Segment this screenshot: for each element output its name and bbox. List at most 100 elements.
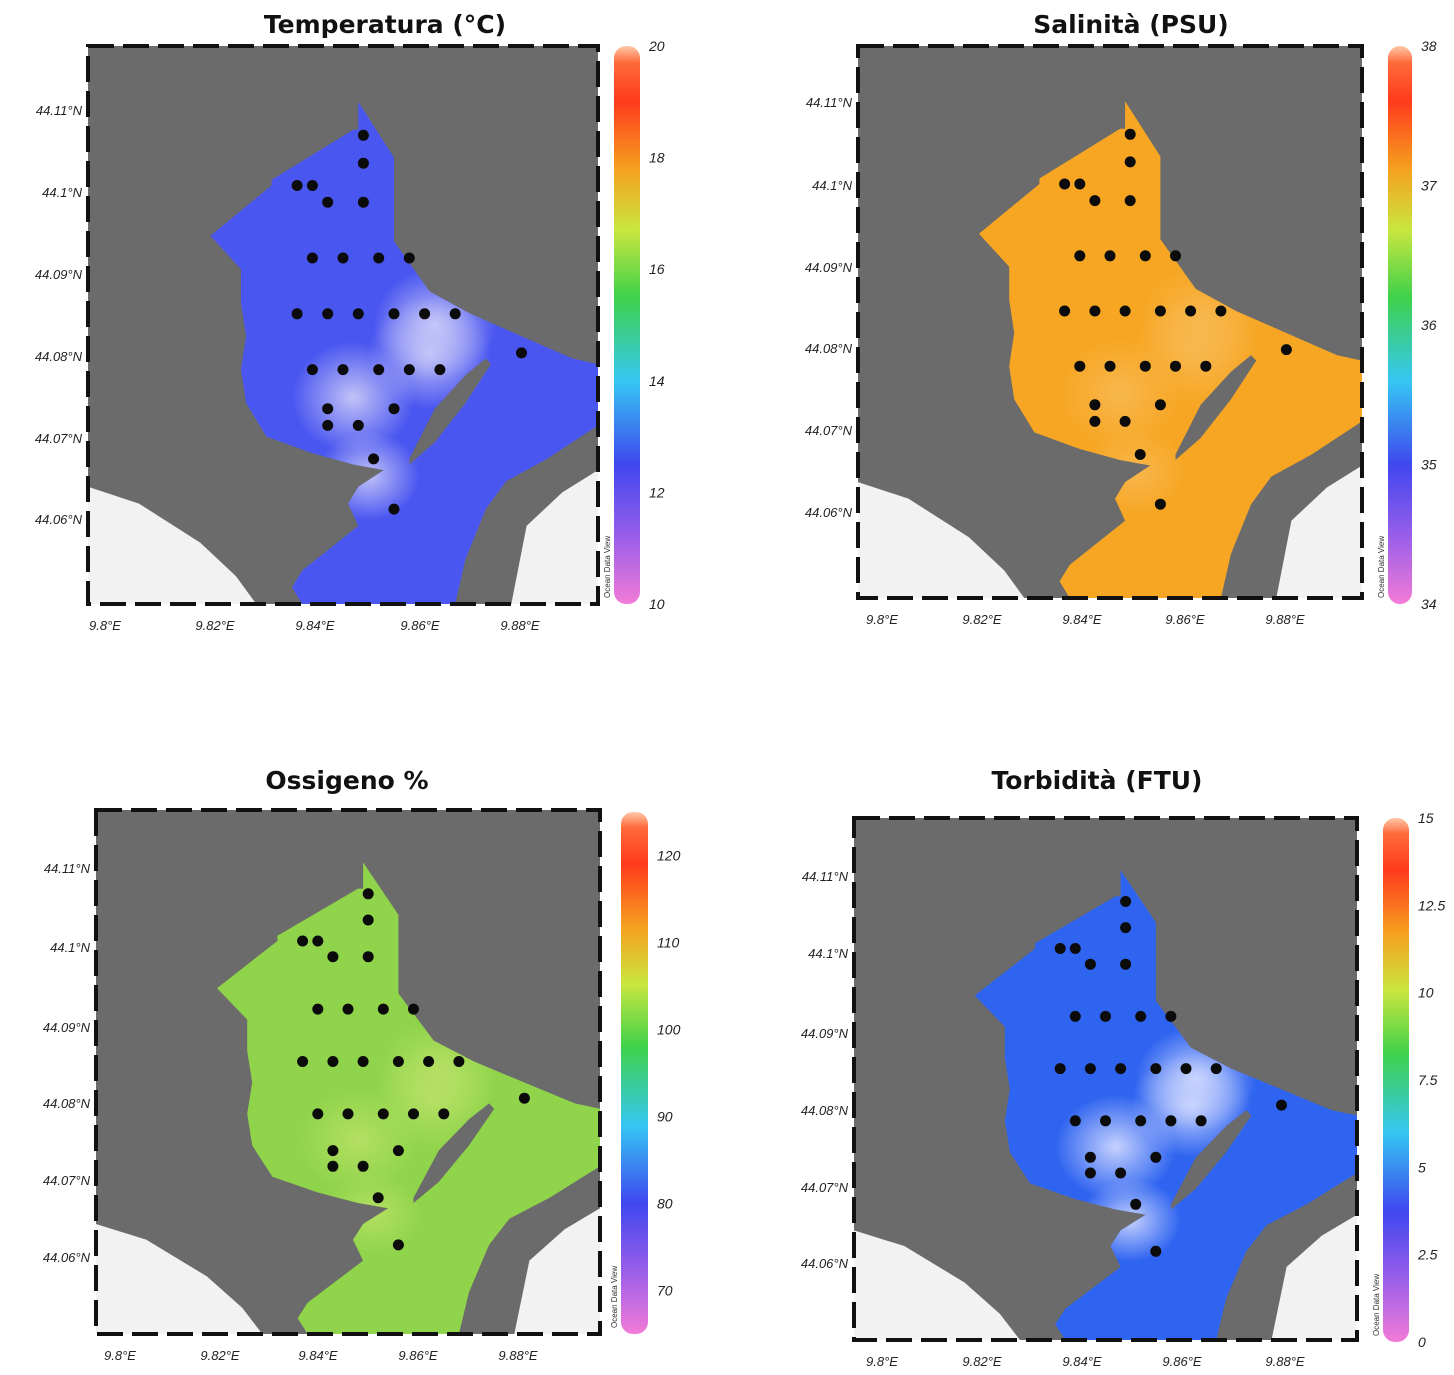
station-point bbox=[1280, 344, 1292, 356]
lon-tick-label: 9.82°E bbox=[962, 1354, 1002, 1369]
lat-tick-label: 44.09°N bbox=[805, 260, 853, 275]
station-point bbox=[1130, 1198, 1142, 1210]
map-svg-turbidity: 44.11°N 44.1°N 44.09°N 44.08°N 44.07°N 44.06°… bbox=[801, 810, 1446, 1369]
station-point bbox=[1089, 305, 1101, 317]
station-point bbox=[392, 1239, 404, 1251]
station-point bbox=[1120, 896, 1132, 907]
station-point bbox=[388, 308, 400, 320]
colorbar-tick-label: 0 bbox=[1418, 1334, 1426, 1350]
station-point bbox=[408, 1108, 419, 1120]
watermark-text: Ocean Data View bbox=[1377, 536, 1386, 598]
station-point bbox=[438, 1108, 450, 1120]
colorbar-tick-label: 14 bbox=[649, 373, 665, 389]
lat-tick-label: 44.1°N bbox=[812, 178, 853, 193]
colorbar bbox=[614, 46, 640, 604]
station-point bbox=[1139, 360, 1151, 372]
station-point bbox=[1150, 1151, 1162, 1163]
station-point bbox=[297, 935, 309, 947]
colorbar-tick-label: 100 bbox=[657, 1022, 681, 1038]
colorbar-tick-label: 90 bbox=[657, 1109, 673, 1125]
colorbar-tick-label: 10 bbox=[649, 596, 665, 612]
station-point bbox=[388, 503, 400, 515]
station-point bbox=[377, 1108, 389, 1120]
station-point bbox=[1134, 449, 1146, 460]
station-point bbox=[449, 308, 461, 320]
colorbar-tick-label: 7.5 bbox=[1418, 1072, 1438, 1088]
lon-tick-label: 9.8°E bbox=[866, 1354, 898, 1369]
station-point bbox=[322, 419, 334, 431]
colorbar-tick-label: 110 bbox=[657, 935, 680, 951]
colorbar-tick-label: 38 bbox=[1421, 38, 1437, 54]
station-point bbox=[1115, 1063, 1127, 1075]
colorbar-tick-label: 35 bbox=[1421, 457, 1437, 473]
station-point bbox=[372, 1192, 384, 1204]
station-point bbox=[357, 1160, 369, 1172]
colorbar bbox=[1388, 46, 1412, 604]
station-point bbox=[1165, 1115, 1177, 1127]
station-point bbox=[327, 1056, 339, 1067]
station-point bbox=[327, 1160, 339, 1172]
lat-tick-label: 44.07°N bbox=[35, 431, 83, 446]
lat-tick-label: 44.08°N bbox=[35, 349, 83, 364]
watermark-text: Ocean Data View bbox=[1372, 1274, 1381, 1336]
sea-no-data bbox=[1276, 465, 1362, 598]
panel-title: Ossigeno % bbox=[265, 766, 429, 795]
lon-tick-label: 9.82°E bbox=[195, 618, 235, 633]
lat-tick-label: 44.11°N bbox=[44, 861, 91, 876]
colorbar bbox=[621, 812, 648, 1334]
map-frame bbox=[852, 816, 1359, 1342]
station-point bbox=[1084, 958, 1096, 970]
station-point bbox=[1059, 305, 1071, 317]
map-panel-temperature: Temperatura (°C) 44.11°N 44.1°N 44.09°N 44.… bbox=[0, 0, 727, 650]
island bbox=[1170, 1110, 1252, 1210]
station-point bbox=[1124, 156, 1136, 168]
lon-tick-label: 9.8°E bbox=[104, 1348, 136, 1363]
station-point bbox=[1154, 498, 1166, 510]
lat-tick-label: 44.09°N bbox=[35, 267, 83, 282]
station-point bbox=[322, 308, 334, 320]
lon-tick-label: 9.82°E bbox=[962, 612, 1002, 627]
lat-tick-label: 44.07°N bbox=[805, 423, 853, 438]
lon-tick-label: 9.86°E bbox=[400, 618, 440, 633]
watermark-text: Ocean Data View bbox=[610, 1266, 619, 1328]
station-point bbox=[1084, 1167, 1096, 1179]
island bbox=[409, 358, 491, 465]
station-point bbox=[1170, 360, 1181, 372]
station-point bbox=[377, 1003, 389, 1015]
station-point bbox=[1119, 415, 1131, 427]
station-point bbox=[1059, 178, 1071, 190]
station-point bbox=[1089, 399, 1101, 411]
station-point bbox=[1215, 305, 1227, 317]
lat-tick-label: 44.11°N bbox=[36, 103, 83, 118]
station-point bbox=[362, 888, 374, 900]
station-point bbox=[312, 935, 324, 947]
lon-tick-label: 9.88°E bbox=[1265, 612, 1305, 627]
station-point bbox=[291, 180, 303, 191]
station-point bbox=[373, 364, 385, 376]
station-point bbox=[1135, 1010, 1147, 1022]
colorbar-tick-label: 5 bbox=[1418, 1159, 1426, 1175]
station-point bbox=[1180, 1063, 1192, 1075]
lon-tick-label: 9.86°E bbox=[1162, 1354, 1202, 1369]
station-point bbox=[306, 180, 318, 191]
station-point bbox=[1100, 1115, 1111, 1127]
station-point bbox=[1074, 360, 1086, 372]
station-point bbox=[342, 1003, 354, 1015]
station-point bbox=[1089, 415, 1101, 427]
station-point bbox=[357, 157, 369, 169]
colorbar-tick-label: 37 bbox=[1421, 178, 1438, 194]
station-point bbox=[1115, 1167, 1127, 1179]
station-point bbox=[327, 1145, 339, 1157]
station-point bbox=[1069, 1115, 1081, 1127]
station-point bbox=[434, 364, 446, 376]
colorbar-tick-label: 20 bbox=[648, 38, 665, 54]
map-panel-oxygen: Ossigeno % 44.11°N 44.1°N 44.09°N 44.08°N 44… bbox=[0, 710, 727, 1375]
lat-tick-label: 44.06°N bbox=[35, 512, 83, 527]
station-point bbox=[337, 252, 349, 264]
station-point bbox=[352, 308, 364, 320]
station-point bbox=[403, 364, 415, 376]
station-point bbox=[1154, 305, 1166, 317]
station-point bbox=[423, 1056, 435, 1067]
station-point bbox=[373, 252, 385, 264]
lon-tick-label: 9.84°E bbox=[1062, 612, 1102, 627]
